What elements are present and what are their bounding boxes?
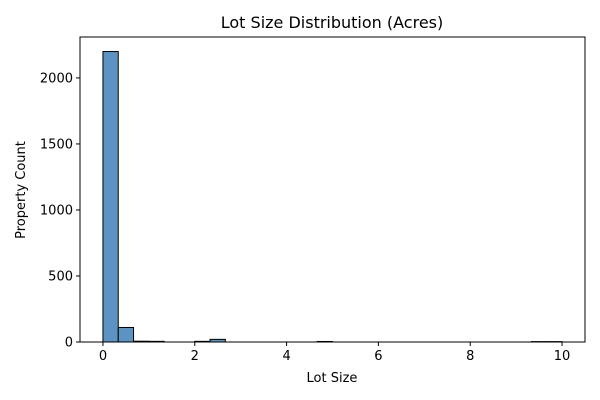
x-axis-label: Lot Size (307, 371, 358, 386)
histogram-bar (117, 326, 135, 343)
x-tick-label: 8 (466, 349, 474, 364)
plot-frame (79, 36, 586, 343)
x-tick-label: 10 (554, 349, 571, 364)
y-tick-label: 1500 (40, 137, 73, 152)
y-axis-label: Property Count (14, 141, 29, 239)
x-tick-label: 6 (374, 349, 382, 364)
chart-title: Lot Size Distribution (Acres) (221, 13, 444, 32)
x-tick-label: 4 (282, 349, 290, 364)
y-tick-label: 1000 (40, 203, 73, 218)
x-axis-ticks: 0 2 4 6 8 10 (99, 342, 571, 364)
y-tick-label: 0 (65, 336, 73, 351)
x-tick-label: 2 (191, 349, 199, 364)
y-axis-ticks: 0 500 1000 1500 2000 (40, 71, 80, 351)
histogram-bars (102, 51, 563, 343)
x-tick-label: 0 (99, 349, 107, 364)
histogram-bar (102, 51, 119, 343)
y-tick-label: 500 (48, 269, 73, 284)
y-tick-label: 2000 (40, 71, 73, 86)
